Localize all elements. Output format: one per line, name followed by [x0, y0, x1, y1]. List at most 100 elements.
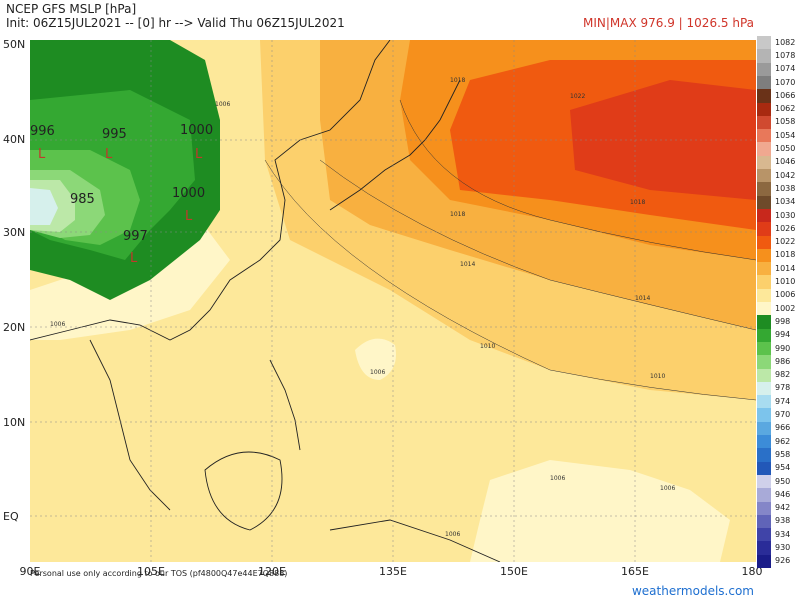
- colorbar-swatch: [757, 288, 771, 303]
- svg-text:1006: 1006: [370, 369, 385, 376]
- colorbar-swatch: [757, 395, 771, 409]
- colorbar-swatch: [757, 488, 771, 502]
- colorbar-swatch: [757, 248, 771, 263]
- colorbar-swatch: [757, 355, 771, 369]
- lon-label: 150E: [500, 565, 528, 578]
- coastline-indochina: [89, 339, 171, 511]
- svg-text:1018: 1018: [450, 211, 465, 218]
- colorbar-swatch: [757, 435, 771, 449]
- colorbar-swatch: [757, 89, 771, 103]
- colorbar-swatch: [757, 62, 771, 77]
- colorbar-label: 958: [775, 449, 791, 459]
- colorbar-swatch: [757, 315, 771, 330]
- tos-disclaimer: Personal use only according to our TOS (…: [30, 569, 288, 578]
- low-marker: L: [130, 251, 138, 266]
- lon-label: 90E: [19, 565, 41, 578]
- colorbar-label: 986: [775, 356, 791, 366]
- colorbar-swatch: [757, 528, 771, 542]
- colorbar-swatch: [757, 115, 771, 130]
- colorbar-label: 962: [775, 436, 791, 446]
- svg-text:1018: 1018: [630, 199, 645, 206]
- colorbar-label: 934: [775, 529, 791, 539]
- lat-label: EQ: [3, 510, 19, 523]
- colorbar-label: 930: [775, 543, 791, 553]
- colorbar-label: 998: [775, 316, 791, 326]
- colorbar-swatch: [757, 328, 771, 343]
- colorbar-label: 1054: [775, 130, 796, 140]
- graticule: [30, 40, 756, 562]
- colorbar-label: 1002: [775, 303, 796, 313]
- low-marker: L: [105, 147, 113, 162]
- coastline-borneo: [204, 451, 283, 531]
- coastline-asia: [30, 40, 391, 341]
- colorbar-label: 1046: [775, 157, 796, 167]
- lon-label: 105E: [137, 565, 165, 578]
- band-982: [30, 188, 58, 225]
- low-marker: L: [38, 147, 46, 162]
- colorbar-swatch: [757, 262, 771, 276]
- colorbar-swatch: [757, 514, 771, 529]
- colorbar-label: 950: [775, 476, 791, 486]
- colorbar-label: 938: [775, 516, 791, 526]
- svg-text:1006: 1006: [215, 101, 230, 108]
- low-label: 1000: [172, 186, 205, 201]
- colorbar-swatch: [757, 302, 771, 316]
- colorbar-label: 1022: [775, 237, 796, 247]
- colorbar-label: 926: [775, 556, 791, 566]
- patch-1006-pacific: [355, 338, 396, 380]
- colorbar-label: 1030: [775, 210, 796, 220]
- colorbar-swatch: [757, 142, 771, 157]
- coastline-newguinea: [329, 519, 501, 562]
- svg-text:1010: 1010: [480, 343, 495, 350]
- colorbar-swatch: [757, 182, 771, 197]
- colorbar-swatch: [757, 102, 771, 117]
- lon-label: 135E: [379, 565, 407, 578]
- colorbar-label: 978: [775, 383, 791, 393]
- colorbar-label: 1078: [775, 50, 796, 60]
- low-centers: L L L L L 996 995 1000 985 1000 997: [30, 123, 213, 266]
- colorbar-label: 1066: [775, 90, 796, 100]
- colorbar-swatch: [757, 474, 771, 489]
- svg-text:1014: 1014: [635, 295, 650, 302]
- colorbar-label: 966: [775, 423, 791, 433]
- site-link[interactable]: weathermodels.com: [631, 584, 754, 598]
- colorbar-swatch: [757, 368, 771, 383]
- lat-label: 20N: [3, 321, 26, 334]
- colorbar-swatch: [757, 155, 771, 170]
- colorbar-swatch: [757, 501, 771, 516]
- low-label: 997: [123, 229, 148, 244]
- patch-1006-east: [470, 460, 730, 562]
- colorbar-swatch: [757, 222, 771, 236]
- min-max-pressure: MIN|MAX 976.9 | 1026.5 hPa: [583, 16, 754, 30]
- colorbar-label: 1018: [775, 250, 796, 260]
- coastline-philippines: [269, 359, 301, 451]
- lat-label: 10N: [3, 416, 26, 429]
- coastline-japan: [329, 79, 461, 211]
- lat-label: 50N: [3, 38, 26, 51]
- colorbar-swatch: [757, 195, 771, 210]
- svg-text:1006: 1006: [660, 485, 675, 492]
- chart-title: NCEP GFS MSLP [hPa]: [6, 2, 137, 16]
- colorbar-label: 994: [775, 330, 791, 340]
- colorbar-swatch: [757, 208, 771, 223]
- colorbar-swatch: [757, 554, 771, 569]
- colorbar-label: 982: [775, 370, 791, 380]
- colorbar-label: 942: [775, 503, 791, 513]
- low-marker: L: [195, 147, 203, 162]
- colorbar-label: 970: [775, 410, 791, 420]
- colorbar-label: 1042: [775, 170, 796, 180]
- isobar-1010: [264, 159, 756, 401]
- colorbar-label: 1010: [775, 277, 796, 287]
- svg-text:1014: 1014: [460, 261, 475, 268]
- low-marker: L: [185, 209, 193, 224]
- isobar-1014: [319, 159, 756, 331]
- colorbar-label: 1074: [775, 64, 796, 74]
- svg-text:1010: 1010: [650, 373, 665, 380]
- isobar-1018: [399, 99, 756, 261]
- colorbar-label: 1062: [775, 104, 796, 114]
- colorbar-label: 1026: [775, 223, 796, 233]
- colorbar-label: 974: [775, 396, 791, 406]
- colorbar-label: 1014: [775, 263, 796, 273]
- low-label: 996: [30, 124, 55, 139]
- colorbar-swatch: [757, 461, 771, 476]
